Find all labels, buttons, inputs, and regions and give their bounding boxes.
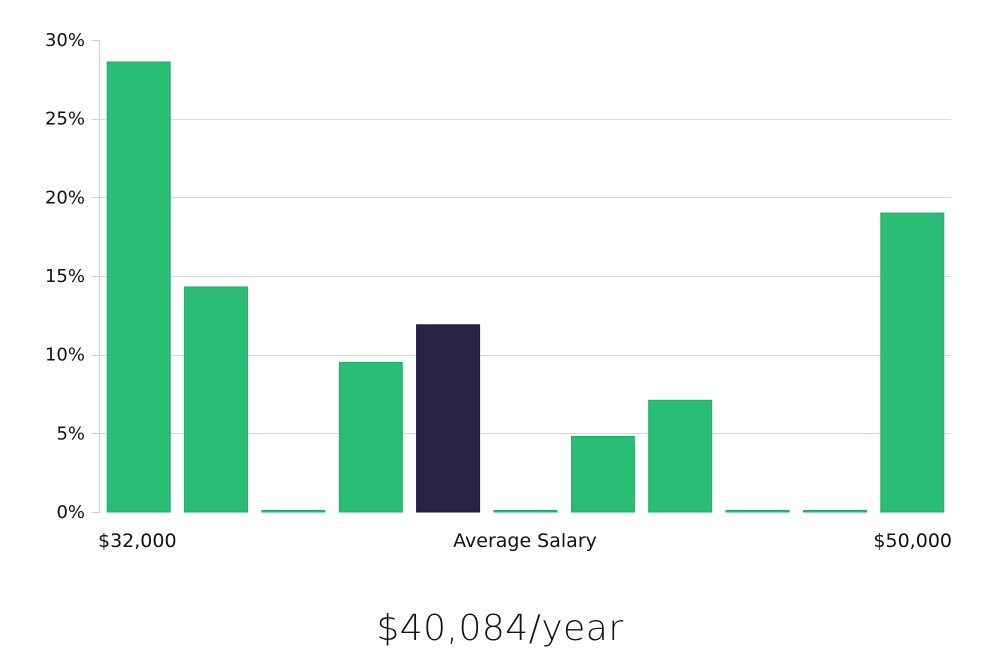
bar <box>803 510 867 513</box>
bar-highlighted <box>416 324 481 513</box>
bar <box>648 399 713 513</box>
bar <box>338 362 403 513</box>
y-tick-label: 30% <box>45 30 85 51</box>
y-tick-label: 10% <box>45 345 85 366</box>
y-tick-label: 25% <box>45 109 85 130</box>
x-min-label: $32,000 <box>98 530 177 552</box>
y-tick-label: 20% <box>45 187 85 208</box>
bar <box>184 286 248 513</box>
bar <box>106 61 171 513</box>
average-salary-value: $40,084/year <box>376 608 624 649</box>
bar <box>570 436 635 513</box>
x-max-label: $50,000 <box>873 530 952 552</box>
bar <box>493 510 558 513</box>
x-axis-title: Average Salary <box>453 530 597 552</box>
bar <box>725 510 790 513</box>
y-tick-label: 15% <box>45 266 85 287</box>
bar <box>880 212 945 513</box>
bars <box>106 61 945 513</box>
y-tick-label: 5% <box>56 423 85 444</box>
y-tick-labels: 0% 5% 10% 15% 20% 25% 30% <box>45 30 100 523</box>
bar <box>261 510 326 513</box>
y-tick-label: 0% <box>56 502 85 523</box>
